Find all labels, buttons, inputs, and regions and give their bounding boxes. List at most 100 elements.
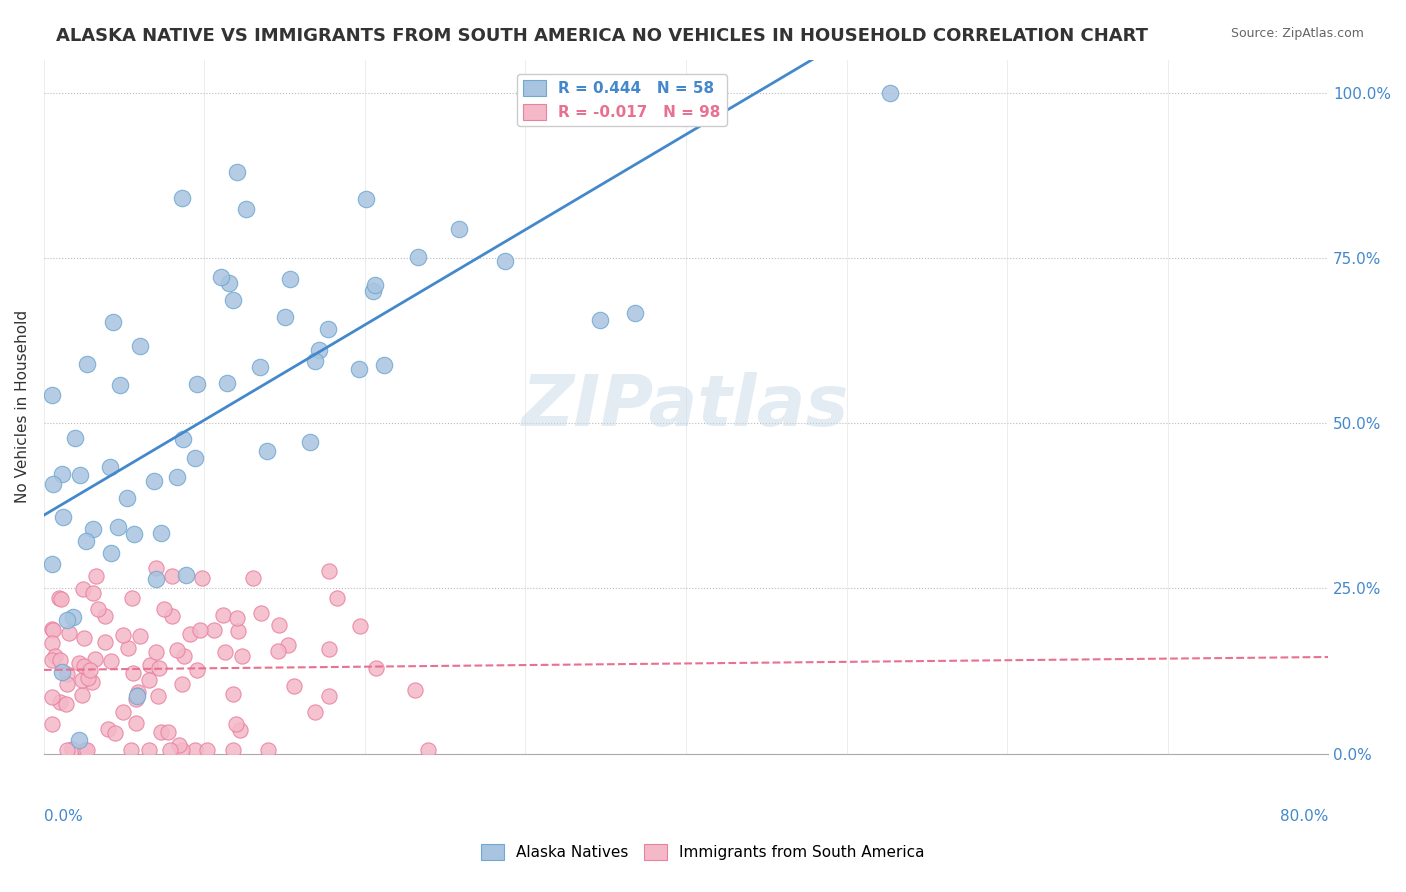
Point	[111, 628, 134, 642]
Point	[122, 666, 145, 681]
Point	[146, 689, 169, 703]
Point	[404, 682, 426, 697]
Point	[100, 654, 122, 668]
Point	[73, 659, 96, 673]
Point	[56, 743, 79, 757]
Point	[138, 673, 160, 687]
Legend: R = 0.444   N = 58, R = -0.017   N = 98: R = 0.444 N = 58, R = -0.017 N = 98	[517, 74, 727, 126]
Point	[41, 717, 63, 731]
Point	[58, 625, 80, 640]
Point	[195, 743, 218, 757]
Point	[101, 316, 124, 330]
Point	[214, 644, 236, 658]
Point	[318, 642, 340, 657]
Point	[125, 716, 148, 731]
Point	[75, 534, 97, 549]
Point	[67, 733, 90, 747]
Point	[249, 359, 271, 374]
Point	[149, 724, 172, 739]
Point	[202, 623, 225, 637]
Point	[494, 254, 516, 268]
Point	[325, 591, 347, 605]
Point	[277, 638, 299, 652]
Point	[267, 644, 290, 658]
Point	[49, 695, 72, 709]
Text: Source: ZipAtlas.com: Source: ZipAtlas.com	[1230, 27, 1364, 40]
Point	[129, 339, 152, 353]
Point	[145, 572, 167, 586]
Point	[363, 284, 385, 298]
Point	[347, 362, 370, 376]
Point	[364, 278, 387, 293]
Point	[283, 679, 305, 693]
Point	[229, 723, 252, 737]
Point	[364, 661, 387, 675]
Point	[77, 671, 100, 685]
Point	[183, 451, 205, 466]
Point	[117, 640, 139, 655]
Point	[80, 675, 103, 690]
Point	[41, 690, 63, 705]
Point	[186, 376, 208, 391]
Point	[122, 526, 145, 541]
Point	[70, 673, 93, 687]
Point	[256, 443, 278, 458]
Point	[97, 722, 120, 736]
Point	[160, 568, 183, 582]
Point	[226, 611, 249, 625]
Point	[373, 358, 395, 372]
Point	[84, 569, 107, 583]
Point	[145, 645, 167, 659]
Point	[65, 431, 87, 445]
Point	[73, 632, 96, 646]
Point	[160, 609, 183, 624]
Point	[298, 435, 321, 450]
Point	[56, 676, 79, 690]
Point	[318, 689, 340, 703]
Point	[153, 602, 176, 616]
Point	[52, 510, 75, 524]
Point	[138, 743, 160, 757]
Point	[42, 477, 65, 491]
Legend: Alaska Natives, Immigrants from South America: Alaska Natives, Immigrants from South Am…	[475, 838, 931, 866]
Point	[515, 86, 537, 100]
Point	[117, 491, 139, 505]
Point	[51, 467, 73, 482]
Point	[278, 272, 301, 286]
Text: ALASKA NATIVE VS IMMIGRANTS FROM SOUTH AMERICA NO VEHICLES IN HOUSEHOLD CORRELAT: ALASKA NATIVE VS IMMIGRANTS FROM SOUTH A…	[56, 27, 1149, 45]
Point	[316, 322, 339, 336]
Point	[416, 743, 439, 757]
Point	[107, 520, 129, 534]
Point	[124, 692, 146, 706]
Point	[150, 526, 173, 541]
Point	[304, 353, 326, 368]
Text: 0.0%: 0.0%	[44, 809, 83, 824]
Point	[70, 688, 93, 702]
Point	[87, 602, 110, 616]
Point	[173, 648, 195, 663]
Point	[172, 677, 194, 691]
Point	[166, 469, 188, 483]
Point	[62, 610, 84, 624]
Point	[242, 571, 264, 585]
Point	[127, 689, 149, 703]
Point	[166, 643, 188, 657]
Point	[41, 653, 63, 667]
Point	[82, 522, 104, 536]
Point	[157, 724, 180, 739]
Point	[72, 582, 94, 597]
Point	[267, 617, 290, 632]
Point	[159, 743, 181, 757]
Point	[49, 653, 72, 667]
Point	[49, 592, 72, 607]
Point	[55, 666, 77, 681]
Point	[120, 743, 142, 757]
Point	[589, 313, 612, 327]
Point	[356, 192, 378, 206]
Point	[186, 663, 208, 677]
Point	[172, 191, 194, 205]
Text: ZIPatlas: ZIPatlas	[522, 372, 849, 441]
Point	[188, 623, 211, 637]
Point	[76, 743, 98, 757]
Point	[127, 685, 149, 699]
